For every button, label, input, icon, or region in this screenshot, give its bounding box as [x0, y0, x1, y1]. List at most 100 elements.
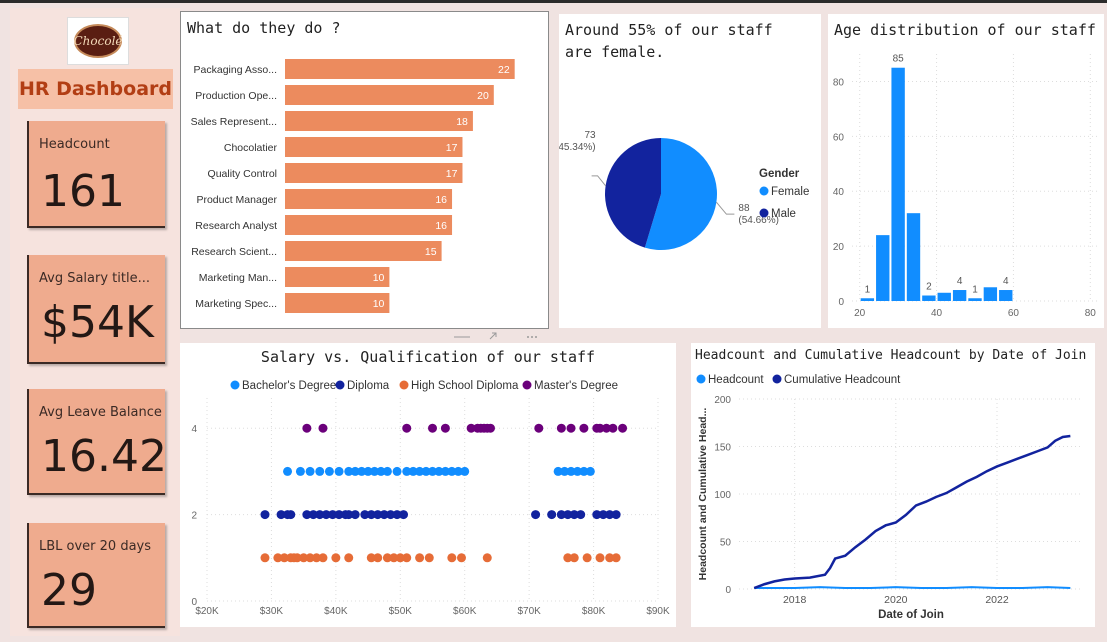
- kpi-label: Headcount: [39, 137, 110, 152]
- more-options-icon[interactable]: [527, 336, 537, 338]
- scatter-point: [402, 553, 412, 563]
- scatter-point: [357, 466, 367, 476]
- line-legend-item: Headcount: [708, 374, 764, 386]
- scatter-point: [592, 510, 602, 520]
- headcount-line-chart: Headcount Cumulative Headcount 0 50 100 150 20…: [696, 374, 1083, 621]
- kpi-card-lbl[interactable]: LBL over 20 days 29: [27, 523, 165, 628]
- series-line-cumulative-headcount: [753, 434, 1071, 590]
- scatter-point: [366, 553, 376, 563]
- scatter-point: [547, 510, 557, 520]
- kpi-card-avg-salary[interactable]: Avg Salary title... $54K: [27, 255, 165, 364]
- kpi-value: $54K: [41, 297, 154, 348]
- scatter-point: [344, 510, 354, 520]
- pie-pct-label: (45.34%): [559, 142, 596, 153]
- bar-value-label: 85: [893, 54, 905, 65]
- scatter-legend-item: Master's Degree: [534, 380, 618, 392]
- scatter-point: [415, 553, 425, 563]
- scatter-point: [566, 423, 576, 433]
- dashboard-title: HR Dashboard: [18, 69, 173, 109]
- scatter-point: [331, 553, 341, 563]
- scatter-point: [408, 466, 418, 476]
- scatter-point: [373, 510, 383, 520]
- bar-value-label: 16: [435, 194, 447, 206]
- scatter-point: [560, 466, 570, 476]
- x-tick-label: $90K: [646, 606, 670, 617]
- bar-value-label: 17: [446, 142, 458, 154]
- role-bar: [285, 111, 473, 131]
- scatter-point: [531, 510, 541, 520]
- salary-chart-panel[interactable]: Salary vs. Qualification of our staff Ba…: [180, 343, 676, 627]
- x-tick-label: $80K: [582, 606, 606, 617]
- scatter-legend-item: Diploma: [347, 380, 390, 392]
- bar-value-label: 10: [373, 298, 385, 310]
- scatter-point: [370, 466, 380, 476]
- legend-marker-icon: [759, 208, 769, 218]
- gender-pie-chart: 88(54.66%) 73(45.34%) Gender Female Male: [559, 130, 809, 251]
- x-tick-label: 40: [931, 308, 943, 319]
- bar-value-label: 22: [498, 64, 510, 76]
- age-chart-panel[interactable]: Age distribution of our staff 0 20 40 60 80 2…: [828, 14, 1104, 328]
- scatter-point: [563, 553, 573, 563]
- bar-value-label: 4: [957, 276, 963, 287]
- age-chart-title: Age distribution of our staff: [834, 21, 1096, 39]
- scatter-point: [379, 510, 389, 520]
- x-tick-label: 20: [854, 308, 866, 319]
- headcount-chart-panel[interactable]: Headcount and Cumulative Headcount by Da…: [691, 343, 1095, 627]
- expand-icon[interactable]: [489, 332, 497, 340]
- scatter-point: [373, 553, 383, 563]
- roles-chart-panel[interactable]: What do they do ? Packaging Asso... 22 Pro…: [180, 11, 549, 329]
- kpi-card-leave-balance[interactable]: Avg Leave Balance 16.42: [27, 389, 167, 495]
- kpi-value: 29: [41, 565, 97, 616]
- x-tick-label: $60K: [453, 606, 477, 617]
- top-border: [0, 0, 1107, 3]
- roles-chart: Packaging Asso... 22 Production Ope... 20 Sa…: [191, 59, 515, 313]
- y-tick-label: 0: [838, 297, 844, 308]
- scatter-point: [460, 466, 470, 476]
- scatter-point: [276, 510, 286, 520]
- bar-value-label: 1: [972, 284, 978, 295]
- bar-value-label: 15: [425, 246, 437, 258]
- bar-category-label: Marketing Man...: [199, 272, 277, 284]
- logo-badge: Chocolé: [73, 24, 123, 58]
- x-tick-label: $30K: [260, 606, 284, 617]
- pie-slice-female: [644, 138, 717, 251]
- scatter-legend-item: Bachelor's Degree: [242, 380, 336, 392]
- kpi-value: 161: [41, 166, 125, 217]
- scatter-point: [605, 510, 615, 520]
- scatter-point: [350, 510, 360, 520]
- scatter-point: [569, 510, 579, 520]
- age-bar: [999, 290, 1013, 301]
- x-tick-label: $20K: [195, 606, 219, 617]
- legend-marker-icon: [696, 374, 706, 384]
- scatter-point: [579, 423, 589, 433]
- headcount-chart-title: Headcount and Cumulative Headcount by Da…: [695, 348, 1087, 363]
- scatter-point: [295, 466, 305, 476]
- scatter-point: [585, 466, 595, 476]
- age-bar: [891, 67, 905, 301]
- gender-chart-panel[interactable]: Around 55% of our staff are female. 88 (5…: [559, 14, 821, 328]
- bar-value-label: 4: [1003, 276, 1009, 287]
- age-bar: [860, 298, 875, 301]
- kpi-card-headcount[interactable]: Headcount 161: [27, 121, 165, 228]
- role-bar: [285, 137, 463, 157]
- legend-marker-icon: [772, 374, 782, 384]
- scatter-point: [305, 553, 315, 563]
- scatter-point: [440, 466, 450, 476]
- scatter-point: [618, 423, 628, 433]
- age-bar: [968, 298, 982, 301]
- legend-marker-icon: [335, 380, 345, 390]
- scatter-point: [302, 510, 312, 520]
- scatter-point: [344, 553, 354, 563]
- x-tick-label: $50K: [389, 606, 413, 617]
- pie-legend-item: Male: [771, 208, 796, 220]
- scatter-point: [453, 466, 463, 476]
- kpi-label: LBL over 20 days: [39, 539, 152, 554]
- salary-chart-title: Salary vs. Qualification of our staff: [260, 348, 596, 366]
- scatter-point: [611, 510, 621, 520]
- pie-legend-title: Gender: [759, 168, 800, 180]
- scatter-point: [350, 466, 360, 476]
- scatter-point: [344, 466, 354, 476]
- x-tick-label: 80: [1085, 308, 1097, 319]
- line-legend-item: Cumulative Headcount: [784, 374, 901, 386]
- scatter-point: [595, 553, 605, 563]
